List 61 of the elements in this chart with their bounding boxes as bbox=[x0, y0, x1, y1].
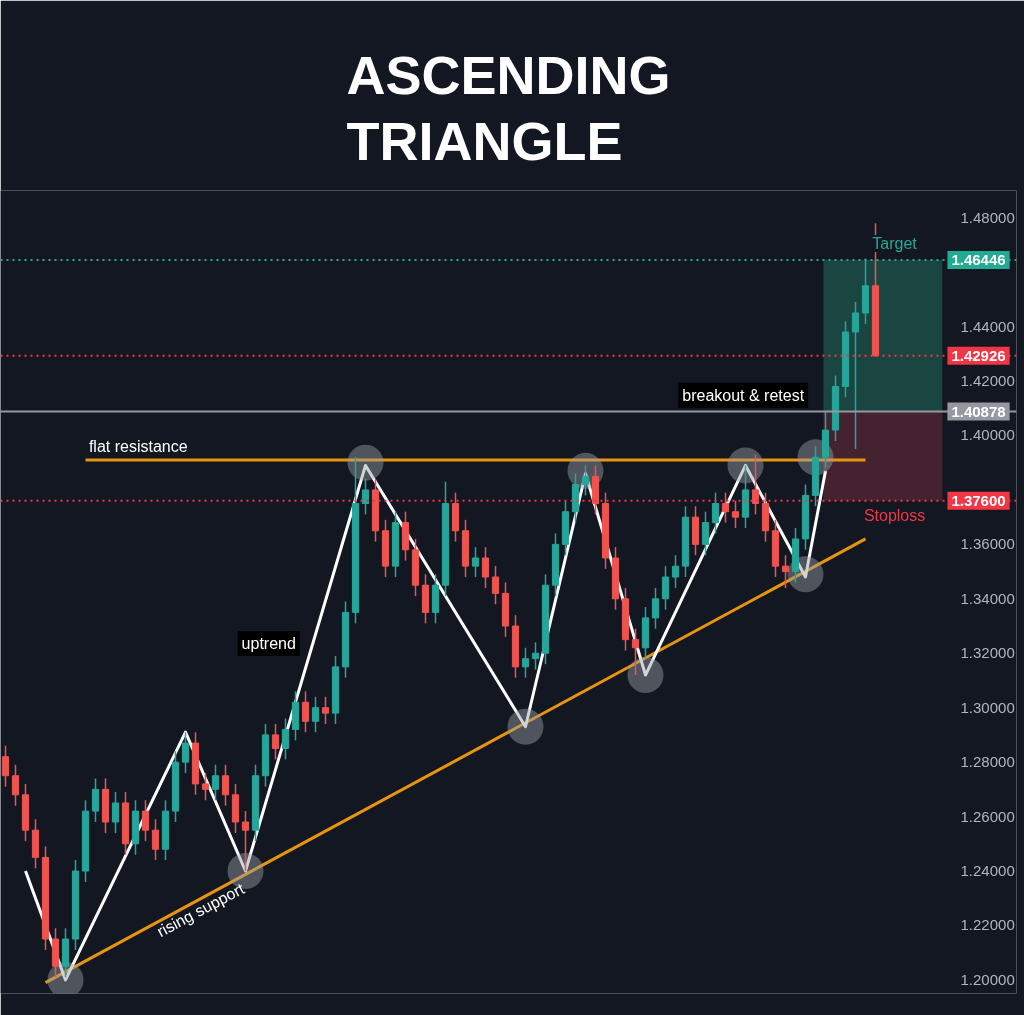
candlestick bbox=[531, 641, 540, 671]
candlestick bbox=[521, 647, 530, 679]
y-tick-label: 1.22000 bbox=[960, 916, 1015, 934]
annotation: Target bbox=[872, 235, 918, 253]
y-tick-label: 1.48000 bbox=[960, 208, 1015, 226]
candlestick bbox=[311, 696, 320, 733]
y-tick-label: 1.42000 bbox=[960, 372, 1015, 390]
candlestick bbox=[481, 546, 490, 589]
annotation: uptrend bbox=[241, 634, 296, 652]
candlestick bbox=[711, 491, 720, 535]
candlestick bbox=[271, 723, 280, 761]
candlestick bbox=[701, 510, 710, 556]
y-tick-label: 1.20000 bbox=[960, 970, 1015, 988]
point bbox=[727, 447, 764, 484]
ref-line-label: 1.46446 bbox=[951, 251, 1006, 269]
point bbox=[507, 708, 544, 745]
annotation: flat resistance bbox=[88, 438, 188, 456]
candlestick bbox=[361, 478, 370, 516]
candlestick bbox=[581, 464, 590, 497]
candlestick bbox=[241, 810, 250, 872]
y-tick-label: 1.30000 bbox=[960, 698, 1015, 716]
candlestick bbox=[651, 587, 660, 630]
y-tick-label: 1.40000 bbox=[960, 426, 1015, 444]
candlestick bbox=[731, 500, 740, 529]
ref-line-label: 1.40878 bbox=[951, 402, 1006, 420]
candlestick bbox=[151, 818, 160, 861]
candlestick bbox=[301, 690, 310, 733]
candlestick bbox=[781, 554, 790, 589]
candlestick bbox=[751, 453, 760, 516]
y-tick-label: 1.36000 bbox=[960, 535, 1015, 553]
candlestick bbox=[141, 799, 150, 842]
candlestick bbox=[201, 772, 210, 801]
y-tick-label: 1.24000 bbox=[960, 862, 1015, 880]
candlestick bbox=[321, 696, 330, 725]
candlestick bbox=[721, 491, 730, 524]
candlestick bbox=[281, 717, 290, 761]
point bbox=[627, 657, 664, 693]
candlestick bbox=[471, 546, 480, 578]
y-tick-label: 1.26000 bbox=[960, 807, 1015, 825]
candlestick bbox=[181, 731, 190, 774]
ref-line-label: 1.42926 bbox=[951, 346, 1006, 364]
y-tick-label: 1.44000 bbox=[960, 317, 1015, 335]
candlestick bbox=[851, 301, 860, 450]
point bbox=[347, 444, 384, 481]
y-tick-label: 1.32000 bbox=[960, 644, 1015, 662]
candlestick bbox=[631, 628, 640, 676]
candlestick bbox=[661, 565, 670, 611]
annotation: Stoploss bbox=[863, 506, 926, 524]
candlestick bbox=[111, 791, 120, 834]
candlestick bbox=[221, 764, 230, 807]
candlestick bbox=[671, 554, 680, 589]
y-tick-label: 1.28000 bbox=[960, 753, 1015, 771]
ref-line-label: 1.37600 bbox=[951, 491, 1006, 509]
candlestick bbox=[91, 777, 100, 823]
annotation: breakout & retest bbox=[682, 386, 805, 404]
candlestick bbox=[1, 745, 10, 788]
candlestick bbox=[491, 565, 500, 605]
chart-title: ASCENDING TRIANGLE bbox=[346, 44, 671, 171]
candlestick bbox=[11, 764, 20, 807]
candlestick bbox=[211, 764, 220, 801]
y-tick-label: 1.34000 bbox=[960, 589, 1015, 607]
